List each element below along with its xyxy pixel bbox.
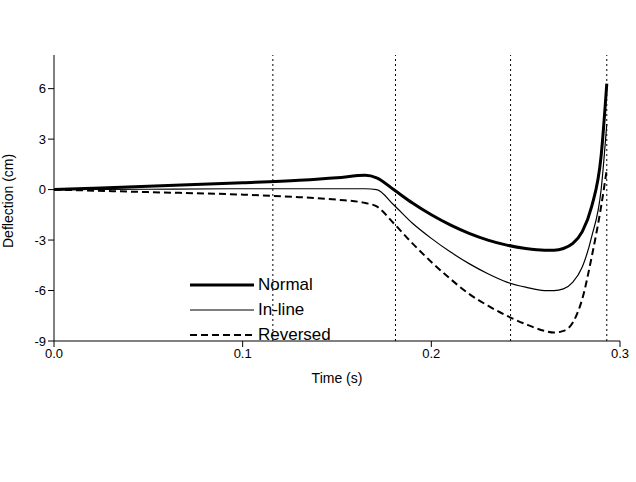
- svg-text:-6: -6: [34, 283, 46, 298]
- svg-text:0.0: 0.0: [45, 346, 63, 361]
- svg-text:0: 0: [39, 182, 46, 197]
- svg-text:Time (s): Time (s): [312, 370, 363, 386]
- html-text:In-line: In-line: [258, 299, 305, 319]
- svg-text:6: 6: [39, 81, 46, 96]
- svg-text:0.2: 0.2: [422, 346, 440, 361]
- svg-text:0.3: 0.3: [611, 346, 629, 361]
- svg-text:-3: -3: [34, 233, 46, 248]
- svg-text:0.1: 0.1: [234, 346, 252, 361]
- html-text:Normal: Normal: [258, 274, 313, 294]
- svg-text:3: 3: [39, 132, 46, 147]
- html-text:Reversed: Reversed: [258, 324, 331, 344]
- svg-text:-9: -9: [34, 334, 46, 349]
- svg-text:Deflection (cm): Deflection (cm): [0, 154, 16, 248]
